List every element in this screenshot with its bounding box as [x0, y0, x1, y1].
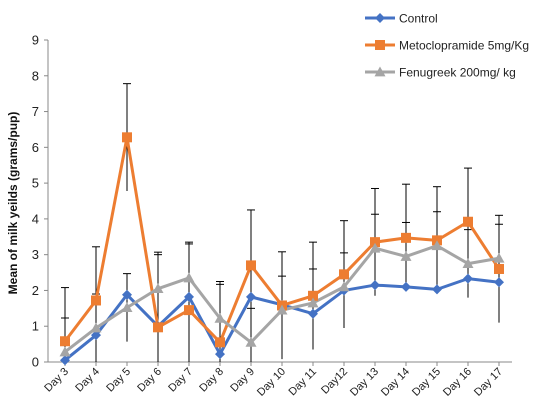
data-point-square	[308, 290, 318, 301]
data-point-triangle	[121, 302, 133, 313]
y-tick-label: 2	[32, 283, 39, 298]
x-tick-label: Day12	[319, 366, 350, 397]
data-point-triangle	[338, 281, 350, 292]
y-tick-label: 4	[32, 211, 39, 226]
legend-label: Fenugreek 200mg/ kg	[399, 66, 516, 80]
data-point-square	[370, 237, 380, 248]
data-point-triangle	[90, 322, 102, 333]
data-point-diamond	[60, 355, 70, 366]
x-tick-label: Day 13	[348, 366, 381, 399]
x-tick-label: Day 8	[197, 366, 226, 395]
data-point-diamond	[308, 308, 318, 319]
data-point-square	[215, 337, 225, 348]
x-tick-label: Day 16	[441, 366, 474, 399]
data-point-triangle	[152, 283, 164, 294]
legend: Control Metoclopramide 5mg/Kg Fenugreek 20…	[365, 12, 529, 80]
data-point-square	[184, 305, 194, 316]
data-point-triangle	[276, 304, 288, 315]
y-tick-label: 7	[32, 104, 39, 119]
data-point-diamond	[215, 349, 225, 360]
data-point-triangle	[307, 297, 319, 308]
data-point-diamond	[246, 291, 256, 302]
legend-marker	[374, 66, 386, 77]
legend-label: Control	[399, 12, 438, 26]
x-tick-label: Day 9	[228, 366, 257, 395]
data-point-diamond	[463, 273, 473, 284]
y-axis-title: Mean of milk yeilds (grams/pup)	[6, 112, 20, 295]
data-point-diamond	[184, 291, 194, 302]
data-point-triangle	[462, 258, 474, 269]
series-markers	[59, 132, 505, 366]
data-point-square	[401, 232, 411, 243]
y-axis: 0 1 2 3 4 5 6 7 8 9	[32, 33, 49, 370]
data-point-square	[463, 216, 473, 227]
y-tick-label: 9	[32, 33, 39, 48]
data-point-triangle	[183, 272, 195, 283]
x-tick-label: Day 7	[166, 366, 195, 395]
x-tick-label: Day 10	[255, 366, 288, 399]
data-point-diamond	[494, 277, 504, 288]
data-point-square	[246, 260, 256, 271]
data-point-square	[60, 336, 70, 347]
legend-marker	[375, 13, 385, 23]
data-point-square	[494, 263, 504, 274]
error-bars	[61, 83, 503, 362]
x-tick-label: Day 3	[42, 366, 71, 395]
data-point-triangle	[214, 312, 226, 323]
data-point-triangle	[245, 336, 257, 347]
y-tick-label: 0	[32, 355, 39, 370]
y-tick-label: 3	[32, 247, 39, 262]
x-tick-label: Day 5	[104, 366, 133, 395]
y-tick-label: 5	[32, 176, 39, 191]
data-point-square	[91, 295, 101, 306]
x-tick-label: Day 17	[472, 366, 505, 399]
data-point-triangle	[369, 242, 381, 253]
x-tick-label: Day 11	[287, 366, 320, 399]
x-tick-label: Day 15	[410, 366, 443, 399]
data-point-triangle	[400, 250, 412, 261]
data-point-diamond	[401, 281, 411, 292]
data-point-diamond	[122, 289, 132, 300]
y-tick-label: 6	[32, 140, 39, 155]
y-tick-label: 8	[32, 68, 39, 83]
data-point-triangle	[59, 346, 71, 357]
data-point-diamond	[432, 284, 442, 295]
x-tick-label: Day 14	[379, 366, 412, 399]
legend-label: Metoclopramide 5mg/Kg	[399, 39, 529, 53]
y-axis-title-group: Mean of milk yeilds (grams/pup)	[6, 112, 20, 295]
data-point-diamond	[370, 280, 380, 291]
y-tick-label: 1	[32, 319, 39, 334]
legend-marker	[375, 40, 385, 50]
data-point-diamond	[91, 330, 101, 341]
data-point-square	[339, 269, 349, 280]
x-tick-label: Day 4	[73, 366, 102, 395]
x-tick-label: Day 6	[135, 366, 164, 395]
data-point-square	[153, 322, 163, 333]
data-point-triangle	[493, 252, 505, 263]
data-point-square	[122, 132, 132, 143]
data-point-triangle	[431, 240, 443, 251]
